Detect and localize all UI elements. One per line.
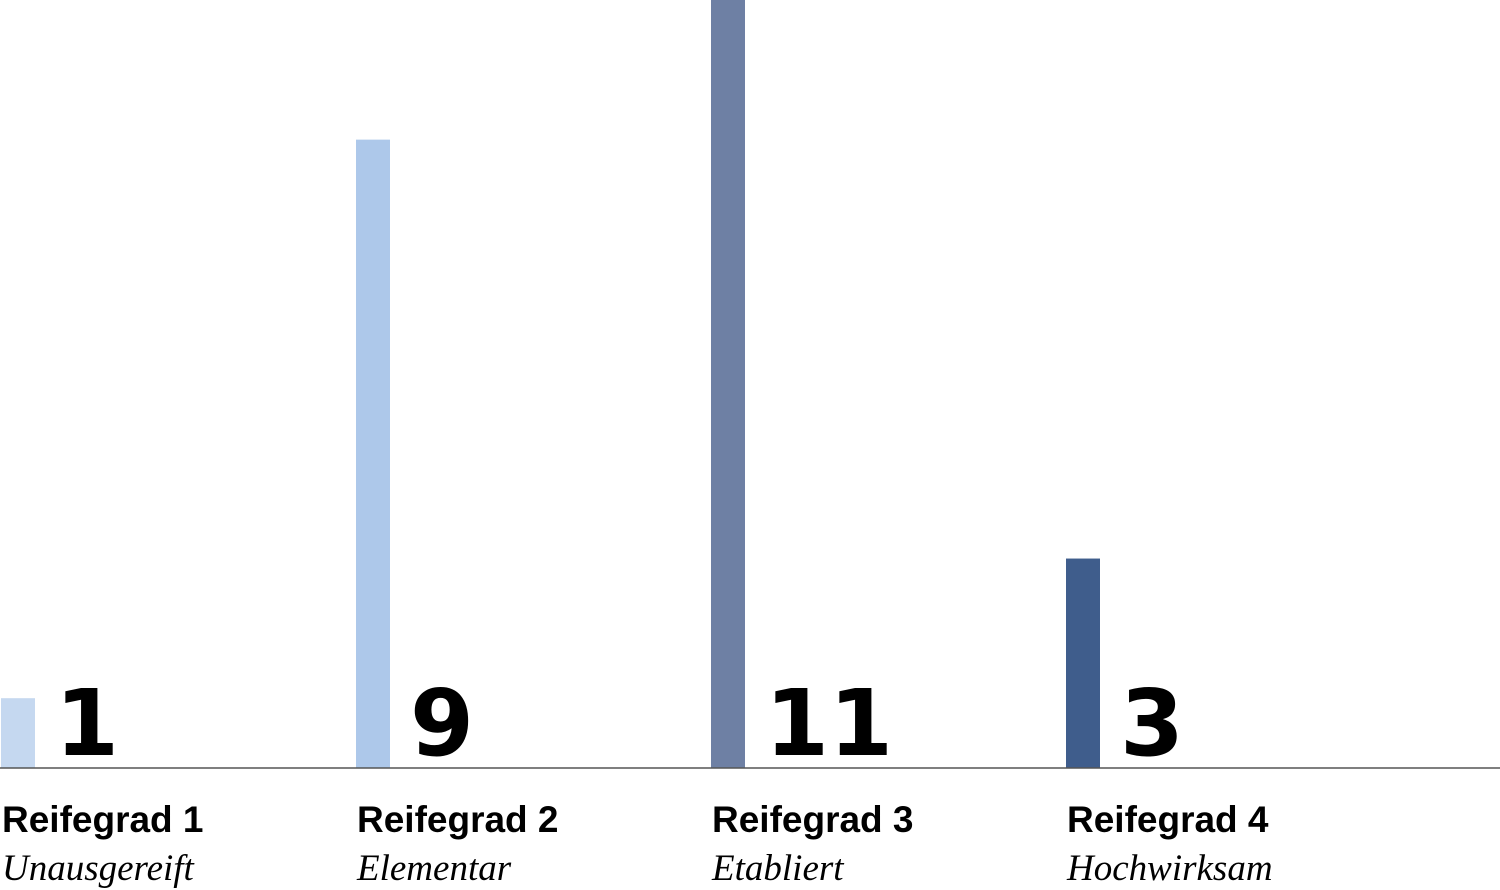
value-label: 9 (410, 670, 474, 777)
category-description: Elementar (356, 848, 512, 889)
value-label: 11 (765, 670, 893, 777)
bar (356, 139, 390, 769)
category-label: Reifegrad 2 (357, 799, 559, 840)
category-description: Hochwirksam (1066, 848, 1273, 889)
bar (1066, 558, 1100, 768)
bar (711, 0, 745, 768)
value-label: 1 (55, 670, 119, 777)
category-label: Reifegrad 3 (712, 799, 914, 840)
category-label: Reifegrad 1 (2, 799, 204, 840)
value-label: 3 (1120, 670, 1184, 777)
category-description: Unausgereift (2, 848, 196, 889)
bar (1, 698, 35, 768)
category-description: Etabliert (711, 848, 845, 889)
category-label: Reifegrad 4 (1067, 799, 1269, 840)
